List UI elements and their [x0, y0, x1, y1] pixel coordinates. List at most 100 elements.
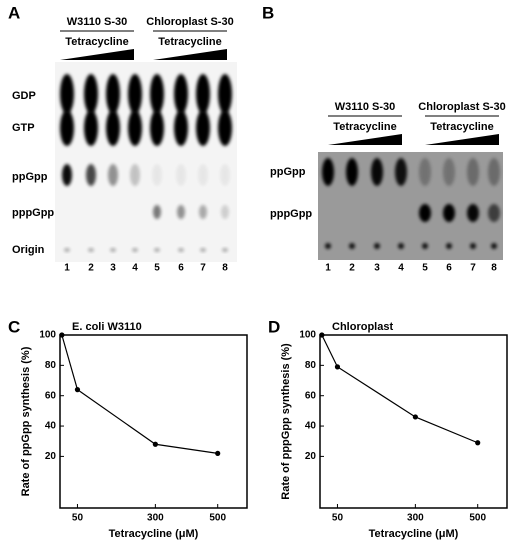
data-point — [215, 450, 221, 456]
wedge — [425, 134, 499, 145]
y-tick-label: 60 — [305, 390, 317, 401]
panel-label: C — [8, 317, 20, 336]
gel-spot — [174, 74, 188, 114]
y-tick-label: 80 — [45, 360, 57, 371]
gel-spot — [196, 74, 210, 114]
gel-spot — [130, 164, 140, 186]
gel-spot — [491, 243, 497, 249]
group-label: Chloroplast S-30 — [146, 16, 233, 28]
panel-label: B — [262, 3, 274, 22]
gel-spot — [62, 164, 72, 186]
lane-number: 6 — [178, 263, 184, 274]
gel-spot — [222, 248, 228, 252]
gel-spot — [60, 74, 74, 114]
treatment-label: Tetracycline — [65, 36, 128, 48]
gel-spot — [178, 248, 184, 252]
lane-number: 8 — [222, 263, 228, 274]
wedge — [60, 49, 134, 60]
gel-spot — [88, 248, 94, 252]
data-line — [61, 334, 218, 454]
gel-spot — [467, 204, 479, 222]
gel-spot — [110, 248, 116, 252]
lane-number: 5 — [154, 263, 160, 274]
gel-spot — [398, 243, 404, 249]
data-point — [334, 364, 341, 370]
gel-spot — [322, 158, 334, 186]
row-label: Origin — [12, 244, 45, 256]
gel-spot — [349, 243, 355, 249]
gel-spot — [374, 243, 380, 249]
gel-spot — [488, 204, 500, 222]
gel-spot — [346, 158, 358, 186]
panel-label: D — [268, 317, 280, 336]
lane-number: 6 — [446, 263, 452, 274]
gel-spot — [200, 248, 206, 252]
treatment-label: Tetracycline — [333, 121, 396, 133]
gel-spot — [488, 158, 500, 186]
gel-spot — [221, 205, 229, 219]
gel-spot — [64, 248, 70, 252]
gel-spot — [446, 243, 452, 249]
group-label: W3110 S-30 — [67, 16, 128, 28]
y-tick-label: 40 — [305, 421, 317, 432]
lane-number: 1 — [325, 263, 331, 274]
plot-frame — [59, 334, 248, 509]
lane-number: 3 — [110, 263, 116, 274]
data-point — [412, 414, 418, 420]
y-axis-label: Rate of ppGpp synthesis (%) — [20, 346, 32, 496]
row-label: GDP — [12, 90, 36, 102]
x-tick-label: 300 — [407, 513, 424, 524]
x-axis-label: Tetracycline (μM) — [369, 528, 459, 540]
gel-spot — [325, 243, 331, 249]
lane-number: 1 — [64, 263, 70, 274]
gel-spot — [174, 110, 188, 146]
gel-spot — [196, 110, 210, 146]
lane-number: 5 — [422, 263, 428, 274]
gel-spot — [419, 204, 431, 222]
lane-number: 7 — [200, 263, 206, 274]
group-label: W3110 S-30 — [335, 101, 396, 113]
lane-number: 2 — [88, 263, 94, 274]
lane-number: 4 — [398, 263, 404, 274]
data-point — [319, 332, 325, 338]
row-label: ppGpp — [270, 166, 306, 178]
gel-spot — [467, 158, 479, 186]
gel-spot — [150, 74, 164, 114]
x-tick-label: 50 — [72, 513, 84, 524]
gel-spot — [153, 205, 161, 219]
plot-frame — [319, 334, 508, 509]
y-tick-label: 100 — [39, 330, 56, 341]
y-axis-label: Rate of pppGpp synthesis (%) — [280, 343, 292, 500]
gel-spot — [422, 243, 428, 249]
treatment-label: Tetracycline — [158, 36, 221, 48]
y-tick-label: 100 — [299, 330, 316, 341]
lane-number: 2 — [349, 263, 355, 274]
lane-number: 4 — [132, 263, 138, 274]
gel-spot — [176, 164, 186, 186]
group-label: Chloroplast S-30 — [418, 101, 505, 113]
gel-spot — [84, 74, 98, 114]
gel-spot — [218, 110, 232, 146]
gel-spot — [443, 158, 455, 186]
gel-spot — [60, 110, 74, 146]
row-label: pppGpp — [270, 208, 312, 220]
x-tick-label: 500 — [469, 513, 486, 524]
gel-spot — [443, 204, 455, 222]
gel-spot — [150, 110, 164, 146]
data-point — [59, 332, 65, 338]
x-axis-label: Tetracycline (μM) — [109, 528, 199, 540]
data-point — [152, 441, 158, 447]
treatment-label: Tetracycline — [430, 121, 493, 133]
gel-spot — [220, 164, 230, 186]
gel-spot — [128, 110, 142, 146]
row-label: GTP — [12, 122, 35, 134]
x-tick-label: 300 — [147, 513, 164, 524]
chart-title: E. coli W3110 — [72, 321, 142, 333]
lane-number: 8 — [491, 263, 497, 274]
gel-spot — [154, 248, 160, 252]
gel-spot — [371, 158, 383, 186]
data-line — [321, 334, 478, 444]
gel-spot — [128, 74, 142, 114]
gel-spot — [470, 243, 476, 249]
